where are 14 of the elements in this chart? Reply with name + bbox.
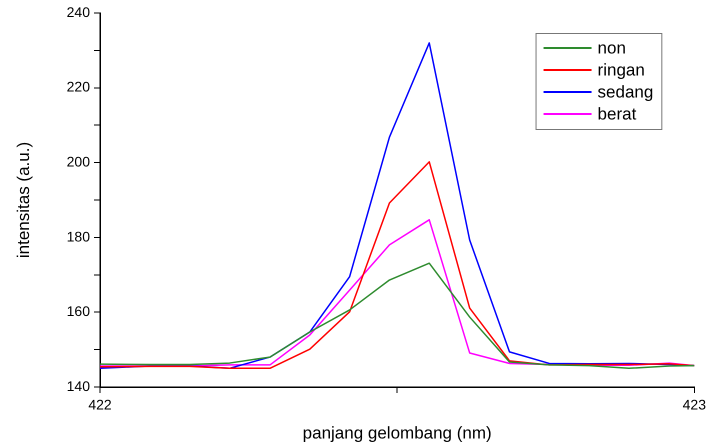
legend-label: berat [598, 104, 637, 124]
y-tick-label: 220 [66, 78, 90, 95]
y-tick-label: 240 [66, 4, 90, 20]
legend-label: ringan [598, 60, 645, 80]
y-tick-label: 180 [66, 228, 90, 244]
y-tick-label: 200 [66, 153, 90, 170]
legend-label: non [598, 38, 626, 58]
x-axis-title: panjang gelombang (nm) [302, 423, 492, 442]
y-tick-label: 160 [66, 303, 90, 320]
x-tick-label: 422 [88, 396, 112, 412]
legend-label: sedang [598, 82, 654, 102]
y-axis-title: intensitas (a.u.) [14, 142, 33, 258]
x-tick-label: 423 [682, 396, 706, 412]
y-tick-label: 140 [66, 378, 90, 394]
